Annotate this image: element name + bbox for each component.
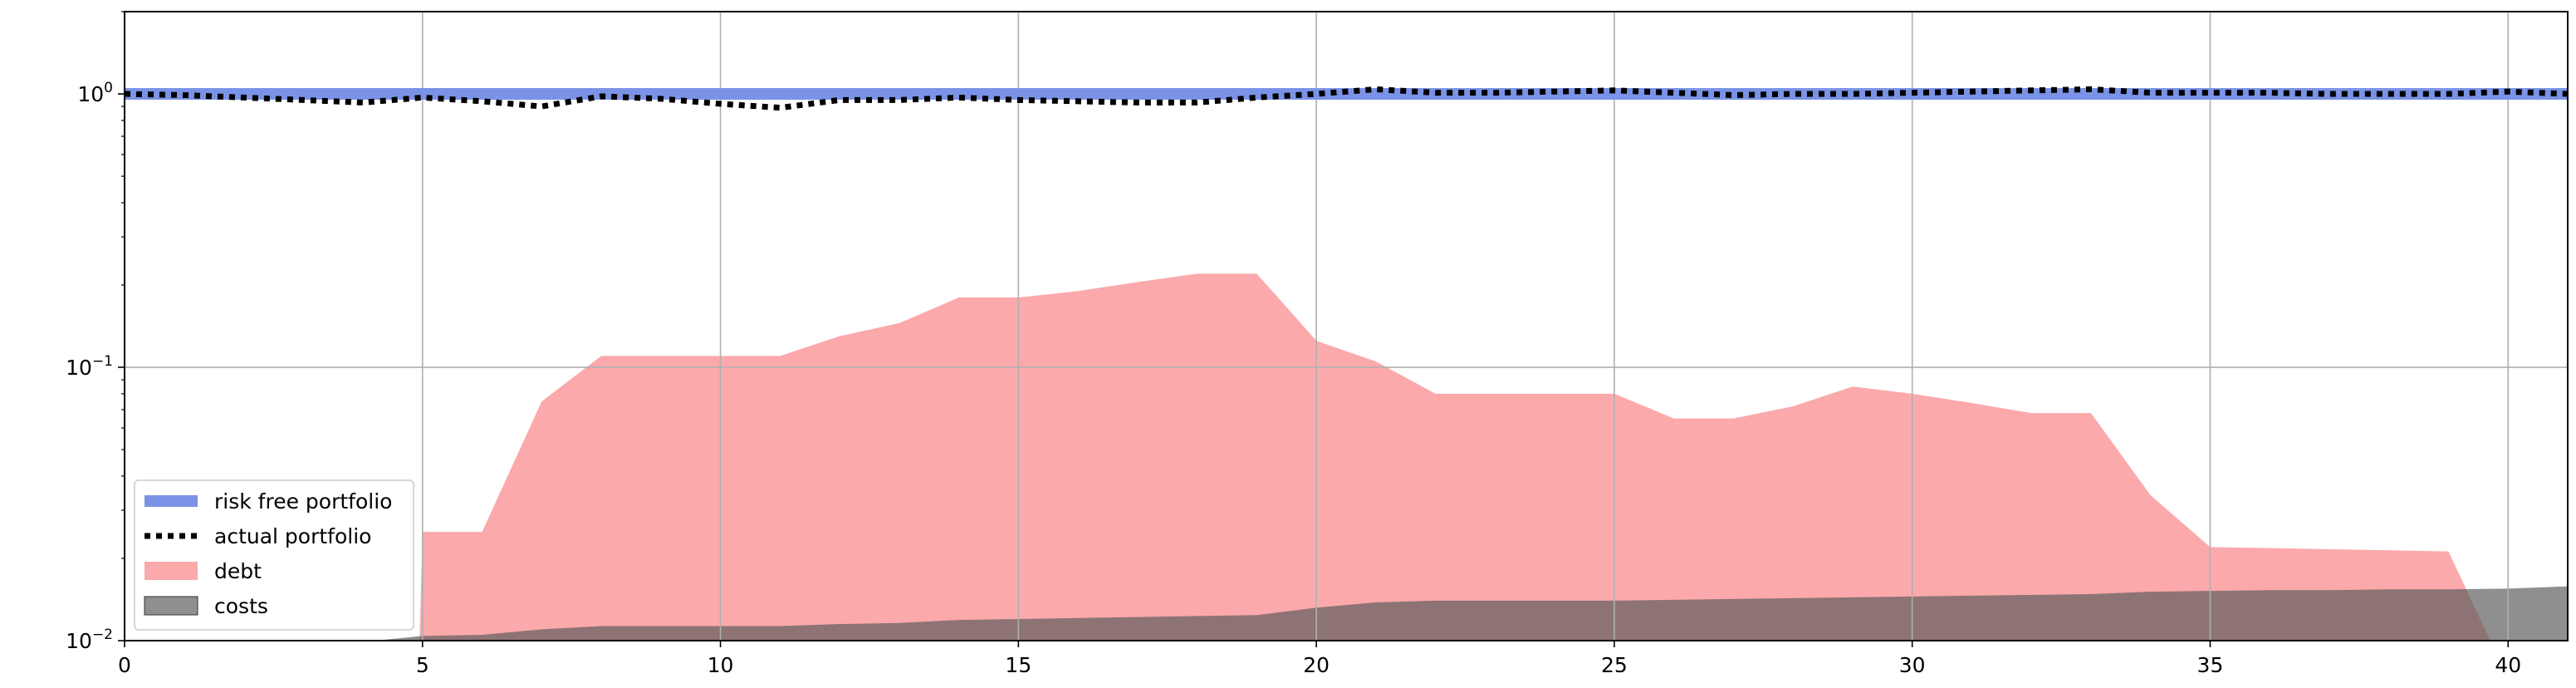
legend-handle-debt (144, 562, 198, 580)
x-tick-label-15: 15 (1005, 653, 1031, 677)
x-tick-label-25: 25 (1601, 653, 1628, 677)
axes-frame (124, 11, 2569, 641)
line-series (125, 86, 2568, 111)
legend-box (134, 479, 414, 631)
y-tick-label-0.01: 10−2 (66, 627, 113, 653)
legend-label-risk-free-portfolio: risk free portfolio (214, 489, 392, 514)
area-debt (419, 273, 2490, 641)
axis-ticks: 0 5 10 15 20 25 30 35 40 100 10−1 10−2 (66, 11, 2521, 677)
x-tick-label-10: 10 (708, 653, 734, 677)
legend-label-debt: debt (214, 559, 262, 583)
y-tick-label-1: 100 (77, 80, 113, 106)
y-tick-label-0.1: 10−1 (66, 353, 113, 380)
x-tick-label-0: 0 (118, 653, 131, 677)
line-actual-portfolio (125, 86, 2568, 111)
legend-handle-costs (144, 596, 198, 616)
area-costs (125, 586, 2568, 641)
x-tick-label-30: 30 (1899, 653, 1926, 677)
x-tick-label-35: 35 (2197, 653, 2224, 677)
legend-label-actual-portfolio: actual portfolio (214, 524, 371, 548)
area-series (125, 273, 2568, 641)
x-tick-label-20: 20 (1303, 653, 1330, 677)
legend-label-costs: costs (214, 594, 268, 618)
x-tick-label-40: 40 (2495, 653, 2521, 677)
legend: risk free portfolio actual portfolio debt c… (134, 479, 414, 631)
x-tick-label-5: 5 (416, 653, 429, 677)
